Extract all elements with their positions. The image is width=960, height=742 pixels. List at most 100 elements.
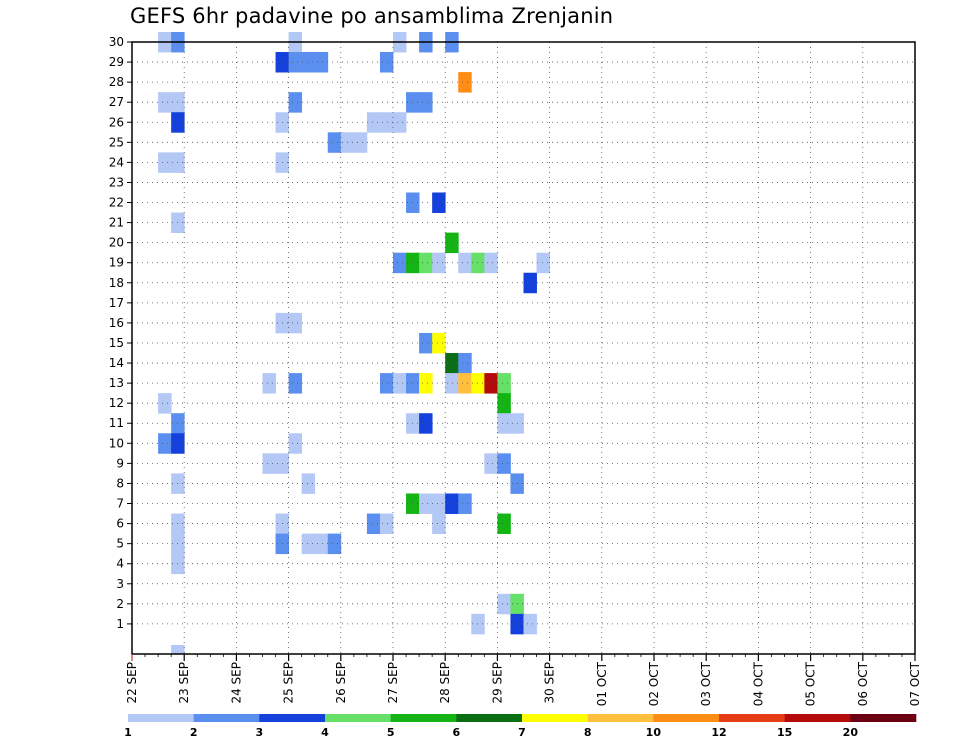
data-cell: [445, 373, 459, 394]
colorbar-label: 20: [843, 726, 859, 739]
data-cell: [471, 613, 485, 635]
data-cell: [353, 132, 368, 153]
cell-layer: [158, 31, 550, 655]
x-tick-label: 25 SEP: [282, 662, 296, 704]
colorbar-label: 4: [321, 726, 329, 739]
data-cell: [458, 72, 472, 93]
colorbar-swatch: [193, 714, 260, 722]
chart-title: GEFS 6hr padavine po ansamblima Zrenjani…: [130, 4, 614, 28]
data-cell: [484, 453, 498, 474]
x-tick-label: 07 OCT: [908, 661, 922, 706]
colorbar-label: 5: [387, 726, 395, 739]
x-tick-label: 03 OCT: [699, 661, 713, 706]
y-tick-label: 27: [109, 95, 124, 109]
x-tick-label: 04 OCT: [751, 661, 765, 706]
data-cell: [458, 353, 472, 374]
colorbar-swatch: [850, 714, 917, 722]
y-tick-label: 13: [109, 376, 124, 390]
y-tick-label: 30: [109, 35, 124, 49]
data-cell: [445, 353, 459, 374]
y-tick-label: 12: [109, 396, 124, 410]
data-cell: [471, 252, 485, 274]
colorbar-label: 6: [453, 726, 461, 739]
y-tick-label: 15: [109, 336, 124, 350]
y-tick-label: 26: [109, 115, 124, 129]
data-cell: [158, 152, 172, 173]
y-tick-label: 3: [116, 577, 124, 591]
data-cell: [445, 232, 459, 254]
data-cell: [158, 393, 172, 414]
data-cell: [301, 52, 316, 73]
data-cell: [288, 433, 303, 454]
data-cell: [314, 52, 329, 73]
y-tick-label: 29: [109, 55, 124, 69]
colorbar-label: 12: [711, 726, 726, 739]
data-cell: [393, 252, 407, 274]
colorbar-label: 8: [584, 726, 592, 739]
x-axis: 22 SEP 23 SEP 24 SEP 25 SEP 26 SEP 27 SEP 28 S…: [125, 654, 922, 706]
data-cell: [379, 52, 394, 73]
data-cell: [458, 252, 472, 274]
y-tick-label: 8: [116, 476, 124, 490]
data-cell: [419, 332, 433, 354]
data-cell: [497, 373, 511, 394]
data-cell: [497, 593, 511, 615]
x-tick-label: 29 SEP: [490, 662, 504, 704]
x-tick-label: 01 OCT: [595, 661, 609, 706]
x-tick-label: 02 OCT: [647, 661, 661, 706]
y-tick-label: 25: [109, 135, 124, 149]
x-tick-label: 06 OCT: [856, 661, 870, 706]
x-tick-label: 05 OCT: [804, 661, 818, 706]
data-cell: [327, 132, 342, 153]
colorbar-label: 7: [518, 726, 526, 739]
colorbar-swatch: [587, 714, 654, 722]
colorbar-swatch: [128, 714, 194, 722]
x-tick-label: 30 SEP: [543, 662, 557, 704]
data-cell: [393, 373, 407, 394]
y-tick-label: 19: [109, 256, 124, 270]
data-cell: [536, 252, 550, 274]
data-cell: [432, 192, 446, 213]
x-tick-label: 23 SEP: [177, 662, 191, 704]
colorbar-swatch: [653, 714, 720, 722]
y-tick-label: 20: [109, 236, 124, 250]
y-tick-label: 16: [109, 316, 124, 330]
data-cell: [288, 92, 303, 113]
colorbar-swatch: [456, 714, 523, 722]
y-tick-label: 14: [109, 356, 124, 370]
data-cell: [327, 533, 342, 555]
y-tick-label: 21: [109, 216, 124, 230]
data-cell: [379, 373, 394, 394]
plot-frame: [131, 41, 916, 655]
colorbar-label: 10: [646, 726, 662, 739]
data-cell: [288, 52, 303, 73]
data-cell: [419, 92, 433, 113]
x-tick-label: 22 SEP: [125, 662, 139, 704]
data-cell: [523, 613, 537, 635]
colorbar-swatch: [325, 714, 391, 722]
data-cell: [393, 112, 407, 133]
colorbar-label: 2: [190, 726, 198, 739]
colorbar-label: 3: [256, 726, 264, 739]
data-cell: [484, 373, 498, 394]
data-cell: [432, 493, 446, 514]
y-tick-label: 5: [116, 537, 124, 551]
y-tick-label: 7: [116, 497, 124, 511]
data-cell: [497, 413, 511, 434]
y-tick-label: 6: [116, 517, 124, 531]
data-cell: [419, 252, 433, 274]
y-tick-label: 1: [116, 617, 124, 631]
y-tick-label: 18: [109, 276, 124, 290]
data-cell: [262, 453, 276, 474]
data-cell: [314, 533, 329, 555]
data-cell: [262, 373, 276, 394]
data-cell: [432, 513, 446, 535]
y-tick-label: 22: [109, 196, 124, 210]
x-tick-label: 28 SEP: [438, 662, 452, 704]
data-cell: [432, 332, 446, 354]
x-tick-label: 27 SEP: [386, 662, 400, 704]
colorbar-label: 15: [777, 726, 792, 739]
data-cell: [497, 513, 511, 535]
colorbar-label: 1: [124, 726, 132, 739]
